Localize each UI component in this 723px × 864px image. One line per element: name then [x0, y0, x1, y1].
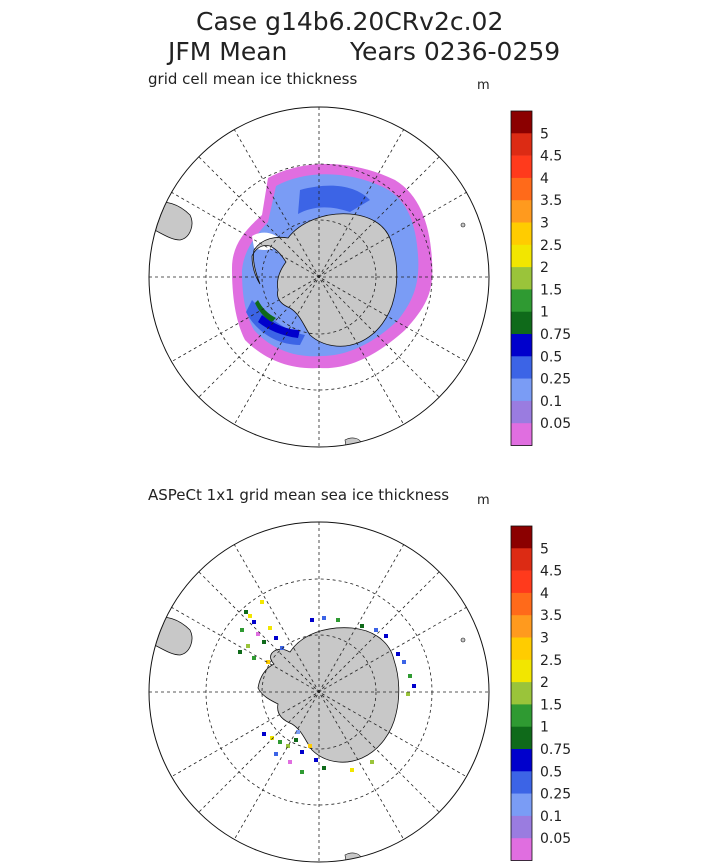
colorbar-label: 5: [540, 541, 549, 557]
colorbar-label: 0.05: [540, 416, 571, 432]
panel2-observations: [238, 600, 416, 774]
panel2-unit: m: [477, 493, 490, 508]
colorbar-swatch: [511, 244, 532, 268]
panel1-ice-navy-weddell: [258, 315, 300, 338]
panel2-colorbar: 5 4.5 4 3.5 3 2.5 2 1.5 1 0.75 0.5 0.25 0.1 0.05: [510, 525, 571, 861]
panel1-ice-green-weddell: [255, 300, 276, 322]
panel2-subtitle: ASPeCt 1x1 grid mean sea ice thickness: [148, 486, 450, 504]
colorbar-frame: [510, 110, 533, 446]
panel1-ice-blue-band: [298, 185, 370, 214]
panel1-border: [148, 106, 490, 448]
colorbar-label: 0.25: [540, 787, 571, 803]
colorbar-swatch: [511, 570, 532, 594]
colorbar-label: 4: [540, 586, 549, 602]
colorbar-swatch: [511, 378, 532, 402]
colorbar-label: 1: [540, 305, 549, 321]
colorbar-swatch: [511, 771, 532, 794]
colorbar-swatch: [511, 356, 532, 379]
colorbar-label: 3.5: [540, 193, 562, 209]
colorbar-label: 4.5: [540, 564, 562, 580]
colorbar-frame: [510, 525, 533, 861]
colorbar-label: 0.75: [540, 742, 571, 758]
colorbar-label: 4: [540, 171, 549, 187]
colorbar-swatch: [511, 526, 532, 549]
colorbar-swatch: [511, 637, 532, 661]
colorbar-swatch: [511, 200, 532, 223]
colorbar-swatch: [511, 615, 532, 638]
colorbar-label: 5: [540, 126, 549, 142]
colorbar-swatch: [511, 334, 532, 357]
colorbar-label: 2: [540, 260, 549, 276]
colorbar-label: 3: [540, 631, 549, 647]
colorbar-label: 0.1: [540, 394, 562, 410]
colorbar-label: 4.5: [540, 149, 562, 165]
colorbar-swatch: [511, 133, 532, 156]
title-years: Years 0236-0259: [350, 37, 561, 66]
colorbar-label: 1.5: [540, 282, 562, 298]
colorbar-swatch: [511, 267, 532, 290]
colorbar-swatch: [511, 177, 532, 201]
colorbar-swatch: [511, 222, 532, 246]
colorbar-swatch: [511, 155, 532, 179]
colorbar-swatch: [511, 749, 532, 772]
colorbar-label: 2: [540, 675, 549, 691]
colorbar-swatch: [511, 423, 532, 446]
panel2-antarctica: [257, 627, 400, 763]
colorbar-swatch: [511, 659, 532, 683]
colorbar-swatch: [511, 548, 532, 571]
colorbar-label: 3: [540, 216, 549, 232]
panel1-subtitle: grid cell mean ice thickness: [148, 70, 358, 88]
colorbar-label: 2.5: [540, 238, 562, 254]
colorbar-swatch: [511, 289, 532, 312]
colorbar-swatch: [511, 311, 532, 335]
colorbar-swatch: [511, 726, 532, 750]
colorbar-label: 0.05: [540, 831, 571, 847]
colorbar-label: 3.5: [540, 608, 562, 624]
colorbar-label: 0.1: [540, 809, 562, 825]
colorbar-swatch: [511, 111, 532, 134]
colorbar-label: 0.75: [540, 327, 571, 343]
colorbar-swatch: [511, 838, 532, 861]
colorbar-swatch: [511, 592, 532, 616]
colorbar-swatch: [511, 400, 532, 424]
colorbar-label: 1.5: [540, 697, 562, 713]
colorbar-label: 1: [540, 720, 549, 736]
panel1-map: [148, 106, 490, 448]
title-case: Case g14b6.20CRv2c.02: [196, 7, 504, 36]
panel2-map: [148, 521, 490, 863]
colorbar-label: 0.5: [540, 764, 562, 780]
colorbar-swatch: [511, 815, 532, 839]
panel1-colorbar: 5 4.5 4 3.5 3 2.5 2 1.5 1 0.75 0.5 0.25 0.1 0.05: [510, 110, 571, 446]
colorbar-swatch: [511, 682, 532, 705]
colorbar-swatch: [511, 793, 532, 817]
colorbar-swatch: [511, 704, 532, 727]
colorbar-label: 0.25: [540, 372, 571, 388]
colorbar-label: 2.5: [540, 653, 562, 669]
title-season: JFM Mean: [168, 37, 288, 66]
panel2-border: [148, 521, 490, 863]
colorbar-label: 0.5: [540, 349, 562, 365]
panel2-south-america: [149, 616, 193, 656]
panel1-unit: m: [477, 78, 490, 93]
panel1-south-america: [149, 201, 193, 241]
